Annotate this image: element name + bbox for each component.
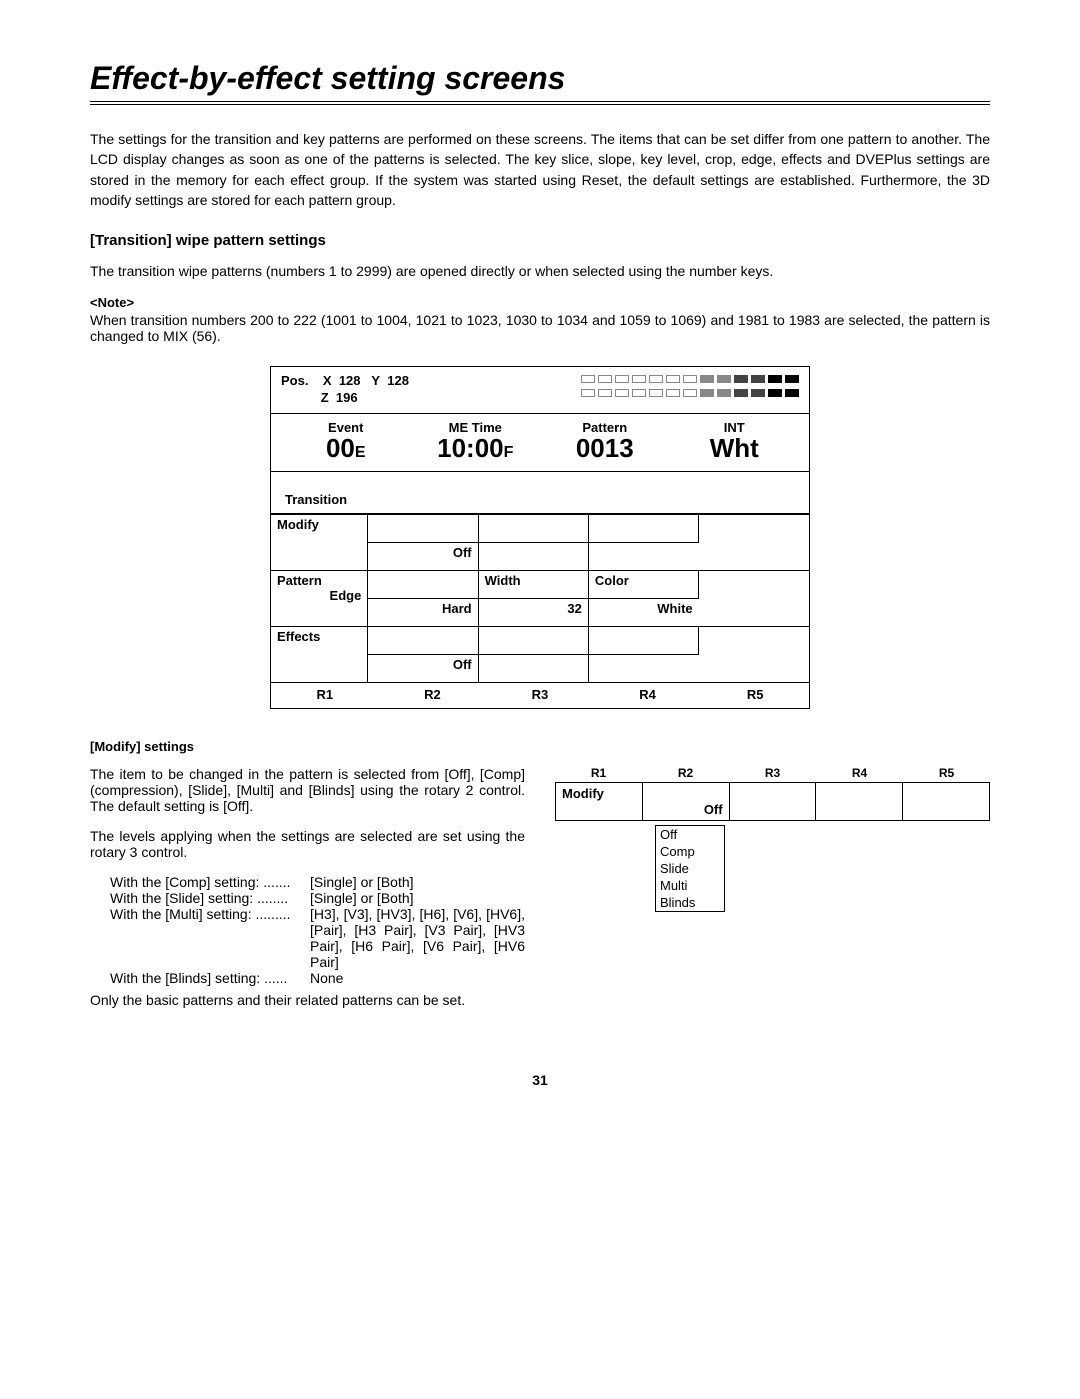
transition-para: The transition wipe patterns (numbers 1 … xyxy=(90,263,990,279)
modify-mini-table: Modify Off xyxy=(555,782,990,821)
modify-para1: The item to be changed in the pattern is… xyxy=(90,766,525,814)
mini-modify-label: Modify xyxy=(556,782,643,820)
dropdown-option: Slide xyxy=(656,860,724,877)
lcd-pattern-col: Pattern 0013 xyxy=(540,420,670,461)
dropdown-option: Comp xyxy=(656,843,724,860)
lcd-settings-grid: Modify OffPatternEdge WidthColorHard32Wh… xyxy=(271,514,809,683)
lcd-r-labels: R1R2R3R4R5 xyxy=(271,683,809,708)
page-number: 31 xyxy=(90,1072,990,1088)
note-para: When transition numbers 200 to 222 (1001… xyxy=(90,312,990,344)
lcd-position-readout: Pos. X 128 Y 128 Z 196 xyxy=(281,373,581,407)
lcd-level-bars xyxy=(581,373,799,407)
setting-line: With the [Multi] setting: .........[H3],… xyxy=(90,906,525,970)
setting-line: With the [Comp] setting: .......[Single]… xyxy=(90,874,525,890)
mini-modify-value: Off xyxy=(642,782,729,820)
intro-paragraph: The settings for the transition and key … xyxy=(90,129,990,210)
dropdown-option: Multi xyxy=(656,877,724,894)
lcd-panel: Pos. X 128 Y 128 Z 196 Event 00E ME Time… xyxy=(270,366,810,709)
dropdown-option: Blinds xyxy=(656,894,724,911)
lcd-event-col: Event 00E xyxy=(281,420,411,461)
modify-closing: Only the basic patterns and their relate… xyxy=(90,992,525,1008)
dropdown-option: Off xyxy=(656,826,724,843)
transition-heading: [Transition] wipe pattern settings xyxy=(90,232,990,249)
modify-heading: [Modify] settings xyxy=(90,739,990,754)
mini-r-labels: R1R2R3R4R5 xyxy=(555,766,990,780)
note-heading: <Note> xyxy=(90,295,990,310)
page-title: Effect-by-effect setting screens xyxy=(90,60,990,105)
modify-para2: The levels applying when the settings ar… xyxy=(90,828,525,860)
lcd-metime-col: ME Time 10:00F xyxy=(411,420,541,461)
lcd-int-col: INT Wht xyxy=(670,420,800,461)
modify-dropdown-options: OffCompSlideMultiBlinds xyxy=(655,825,725,912)
setting-line: With the [Slide] setting: ........[Singl… xyxy=(90,890,525,906)
setting-line: With the [Blinds] setting: ......None xyxy=(90,970,525,986)
lcd-transition-label: Transition xyxy=(271,472,809,514)
